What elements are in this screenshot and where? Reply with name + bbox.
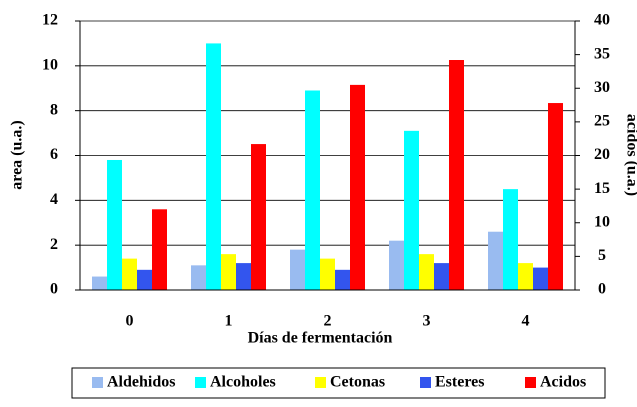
bar — [419, 254, 434, 290]
y2-tick-label: 10 — [594, 213, 610, 230]
x-tick-label: 1 — [225, 313, 233, 330]
bar — [350, 84, 365, 290]
legend-swatch — [92, 377, 103, 388]
bar — [404, 130, 419, 290]
y-tick-label: 2 — [50, 236, 58, 253]
bar — [335, 269, 350, 290]
bar — [434, 263, 449, 290]
legend-label: Acidos — [540, 374, 586, 391]
y-tick-label: 10 — [42, 57, 58, 74]
bar — [548, 103, 563, 290]
y-tick-label: 4 — [50, 191, 58, 208]
y2-tick-label: 30 — [594, 79, 610, 96]
x-tick-label: 4 — [522, 313, 530, 330]
bar — [191, 265, 206, 290]
y-tick-label: 0 — [50, 281, 58, 298]
y2-tick-label: 25 — [594, 113, 610, 130]
bar — [320, 258, 335, 290]
bar — [122, 258, 137, 290]
bar — [518, 263, 533, 290]
bar — [206, 43, 221, 290]
legend-box — [71, 367, 606, 399]
legend-label: Esteres — [435, 374, 484, 391]
legend-swatch — [525, 377, 536, 388]
y-tick-label: 6 — [50, 146, 58, 163]
bar — [152, 209, 167, 290]
bar — [92, 276, 107, 290]
x-tick-label: 2 — [324, 313, 332, 330]
x-axis-label: Días de fermentación — [248, 330, 393, 347]
bar — [503, 189, 518, 290]
y-axis-label: area (u.a.) — [9, 120, 26, 189]
legend-swatch — [315, 377, 326, 388]
legend-label: Aldehidos — [107, 374, 175, 391]
y2-tick-label: 15 — [594, 180, 610, 197]
y-tick-label: 8 — [50, 101, 58, 118]
legend-label: Alcoholes — [210, 374, 276, 391]
bar — [137, 269, 152, 290]
bar — [389, 240, 404, 290]
bar — [533, 267, 548, 290]
x-tick-label: 0 — [126, 313, 134, 330]
y2-axis-label: acidos (u.a.) — [623, 114, 637, 196]
y2-tick-label: 5 — [598, 247, 606, 264]
y2-tick-label: 20 — [594, 146, 610, 163]
y2-tick-label: 35 — [594, 45, 610, 62]
bar — [305, 90, 320, 290]
bar — [221, 254, 236, 290]
bar — [449, 60, 464, 290]
bar — [488, 231, 503, 290]
legend-swatch — [195, 377, 206, 388]
y2-tick-label: 40 — [594, 12, 610, 29]
bar — [290, 249, 305, 290]
y2-tick-label: 0 — [598, 281, 606, 298]
legend-label: Cetonas — [330, 374, 385, 391]
x-tick-label: 3 — [423, 313, 431, 330]
bar — [107, 159, 122, 290]
bar — [236, 263, 251, 290]
y-tick-label: 12 — [42, 12, 58, 29]
legend-swatch — [420, 377, 431, 388]
bar — [251, 144, 266, 290]
